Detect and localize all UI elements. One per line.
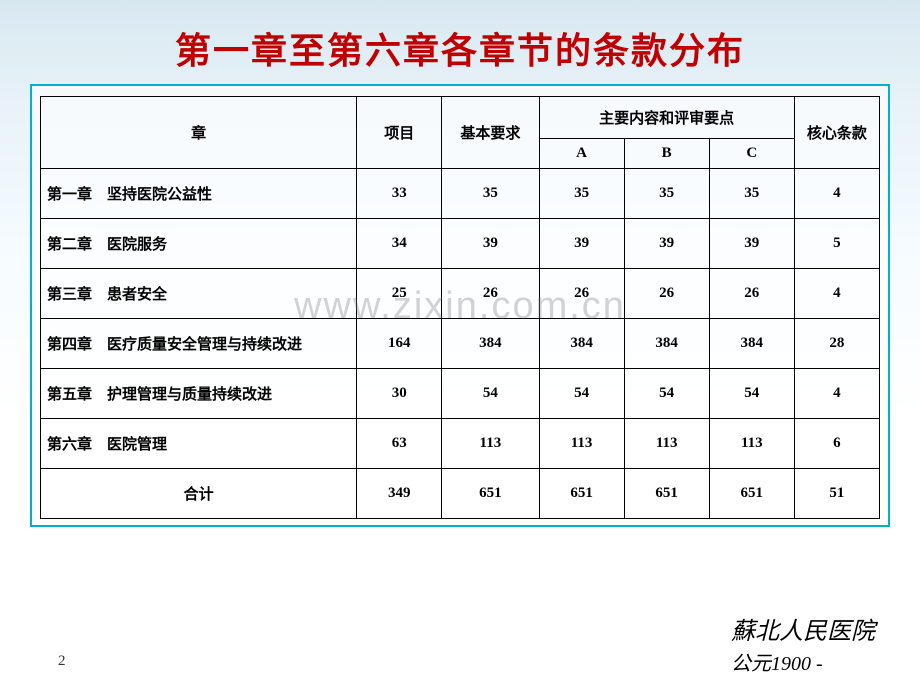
cell-chapter: 第六章 医院管理 (41, 419, 357, 469)
header-sub-c: C (709, 139, 794, 169)
cell-chapter: 第三章 患者安全 (41, 269, 357, 319)
cell-basic: 39 (442, 219, 539, 269)
cell-project: 33 (357, 169, 442, 219)
table-row: 第五章 护理管理与质量持续改进30545454544 (41, 369, 880, 419)
table-row: 第六章 医院管理631131131131136 (41, 419, 880, 469)
cell-basic: 384 (442, 319, 539, 369)
cell-c: 113 (709, 419, 794, 469)
cell-b: 54 (624, 369, 709, 419)
cell-c: 39 (709, 219, 794, 269)
cell-c: 35 (709, 169, 794, 219)
cell-total-a: 651 (539, 469, 624, 519)
cell-core: 28 (794, 319, 879, 369)
cell-core: 4 (794, 369, 879, 419)
distribution-table: 章 项目 基本要求 主要内容和评审要点 核心条款 A B C 第一章 坚持医院公… (40, 96, 880, 519)
header-basic: 基本要求 (442, 97, 539, 169)
page-number: 2 (58, 653, 66, 670)
cell-core: 4 (794, 169, 879, 219)
page-title: 第一章至第六章各章节的条款分布 (0, 0, 920, 84)
cell-b: 384 (624, 319, 709, 369)
cell-c: 26 (709, 269, 794, 319)
cell-total-c: 651 (709, 469, 794, 519)
footer-year: 公元1900 - (731, 650, 875, 678)
cell-chapter: 第二章 医院服务 (41, 219, 357, 269)
cell-project: 63 (357, 419, 442, 469)
cell-a: 39 (539, 219, 624, 269)
cell-c: 54 (709, 369, 794, 419)
cell-a: 54 (539, 369, 624, 419)
table-row: 第四章 医疗质量安全管理与持续改进16438438438438428 (41, 319, 880, 369)
cell-total-b: 651 (624, 469, 709, 519)
cell-core: 5 (794, 219, 879, 269)
header-core: 核心条款 (794, 97, 879, 169)
cell-basic: 113 (442, 419, 539, 469)
cell-a: 26 (539, 269, 624, 319)
table-row-total: 合计34965165165165151 (41, 469, 880, 519)
cell-chapter: 第五章 护理管理与质量持续改进 (41, 369, 357, 419)
cell-chapter: 第四章 医疗质量安全管理与持续改进 (41, 319, 357, 369)
cell-a: 35 (539, 169, 624, 219)
cell-total-project: 349 (357, 469, 442, 519)
cell-total-label: 合计 (41, 469, 357, 519)
cell-total-basic: 651 (442, 469, 539, 519)
table-row: 第一章 坚持医院公益性33353535354 (41, 169, 880, 219)
cell-c: 384 (709, 319, 794, 369)
header-sub-b: B (624, 139, 709, 169)
header-chapter: 章 (41, 97, 357, 169)
table-container: 章 项目 基本要求 主要内容和评审要点 核心条款 A B C 第一章 坚持医院公… (30, 84, 890, 527)
table-body: 第一章 坚持医院公益性33353535354第二章 医院服务3439393939… (41, 169, 880, 519)
table-row: 第三章 患者安全25262626264 (41, 269, 880, 319)
cell-chapter: 第一章 坚持医院公益性 (41, 169, 357, 219)
cell-b: 35 (624, 169, 709, 219)
cell-a: 113 (539, 419, 624, 469)
cell-basic: 26 (442, 269, 539, 319)
cell-project: 30 (357, 369, 442, 419)
cell-core: 6 (794, 419, 879, 469)
cell-core: 4 (794, 269, 879, 319)
cell-a: 384 (539, 319, 624, 369)
header-sub-a: A (539, 139, 624, 169)
cell-b: 26 (624, 269, 709, 319)
cell-basic: 35 (442, 169, 539, 219)
footer-branding: 蘇北人民医院 公元1900 - (731, 616, 875, 678)
cell-basic: 54 (442, 369, 539, 419)
cell-b: 113 (624, 419, 709, 469)
cell-project: 34 (357, 219, 442, 269)
header-main-group: 主要内容和评审要点 (539, 97, 794, 139)
cell-total-core: 51 (794, 469, 879, 519)
table-row: 第二章 医院服务34393939395 (41, 219, 880, 269)
cell-project: 164 (357, 319, 442, 369)
footer-hospital-name: 蘇北人民医院 (731, 616, 875, 650)
cell-project: 25 (357, 269, 442, 319)
cell-b: 39 (624, 219, 709, 269)
header-project: 项目 (357, 97, 442, 169)
